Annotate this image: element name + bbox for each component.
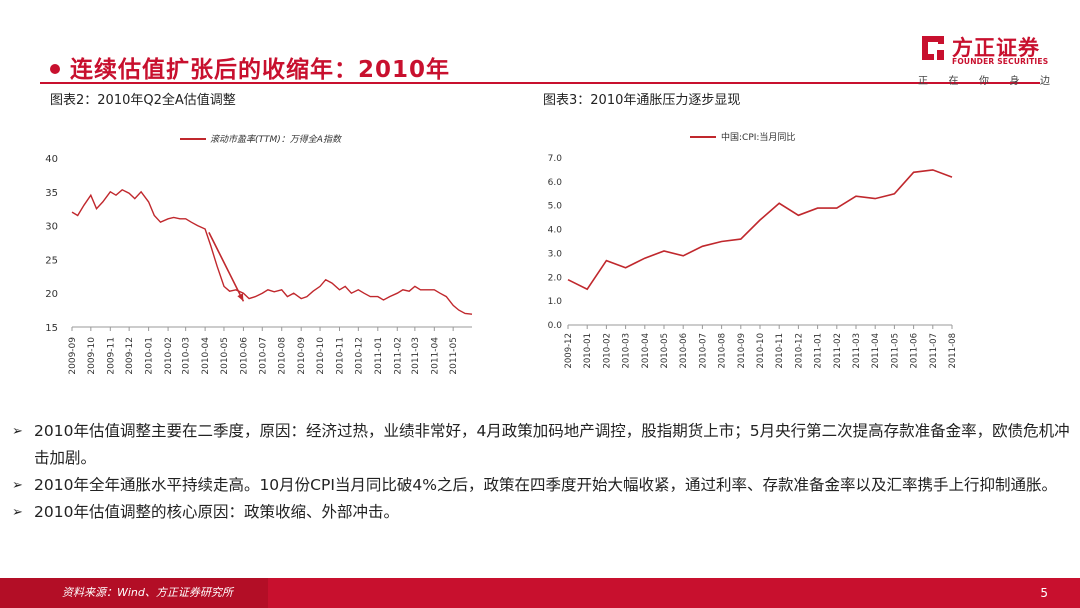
x-tick-label: 2010-09 xyxy=(297,337,307,375)
x-tick-label: 2010-01 xyxy=(583,333,593,369)
x-tick-label: 2011-02 xyxy=(393,337,403,375)
cpi-series-line xyxy=(567,169,953,291)
x-tick-label: 2010-05 xyxy=(660,333,670,369)
x-tick-label: 2010-08 xyxy=(278,337,288,375)
x-tick-label: 2010-11 xyxy=(336,337,346,375)
x-tick-label: 2010-02 xyxy=(164,337,174,375)
x-tick-label: 2010-10 xyxy=(316,337,326,375)
logo-name-cn: 方正证券 xyxy=(952,36,1040,60)
annotation-arrowhead xyxy=(237,293,244,302)
x-tick-label: 2011-01 xyxy=(374,337,384,375)
y-tick-label: 0.0 xyxy=(548,321,563,331)
y-tick-label: 30 xyxy=(45,222,58,233)
bullet-arrow-icon: ➢ xyxy=(12,478,23,493)
y-tick-label: 3.0 xyxy=(548,249,563,259)
x-tick-label: 2010-03 xyxy=(182,337,192,375)
x-tick-label: 2010-10 xyxy=(756,333,766,369)
cpi-chart: 中国:CPI:当月同比 0.0 1.0 2.0 3.0 4.0 5.0 6.0 7.0 2009-… xyxy=(548,131,958,369)
y-tick-label: 1.0 xyxy=(548,297,563,307)
x-tick-label: 2011-03 xyxy=(852,333,862,369)
x-tick-label: 2010-02 xyxy=(602,333,612,369)
x-tick-label: 2010-04 xyxy=(201,337,211,375)
slogan-char: 正 xyxy=(918,76,928,87)
x-tick-label: 2010-12 xyxy=(794,333,804,369)
x-tick-label: 2011-04 xyxy=(871,333,881,369)
x-tick-label: 2011-05 xyxy=(449,337,459,375)
bullet-text: 2010年估值调整的核心原因：政策收缩、外部冲击。 xyxy=(34,503,399,521)
x-tick-label: 2010-01 xyxy=(145,337,155,375)
bullet-text: 2010年全年通胀水平持续走高。10月份CPI当月同比破4%之后，政策在四季度开… xyxy=(34,476,1058,494)
slogan-char: 你 xyxy=(979,76,989,87)
x-tick-label: 2011-04 xyxy=(430,337,440,375)
x-tick-label: 2010-07 xyxy=(258,337,268,375)
x-tick-label: 2009-12 xyxy=(564,333,574,369)
x-tick-label: 2009-10 xyxy=(87,337,97,375)
chart1-caption: 图表2：2010年Q2全A估值调整 xyxy=(50,93,236,108)
y-tick-label: 7.0 xyxy=(548,154,563,164)
bullet-item: ➢ 2010年全年通胀水平持续走高。10月份CPI当月同比破4%之后，政策在四季… xyxy=(12,472,1072,499)
annotation-arrow xyxy=(208,232,245,302)
legend-label: 滚动市盈率(TTM)：万得全A指数 xyxy=(210,134,342,145)
x-tick-label: 2010-05 xyxy=(220,337,230,375)
x-tick-label: 2011-06 xyxy=(910,333,920,369)
title-divider xyxy=(40,82,1040,84)
x-tick-label: 2009-09 xyxy=(68,337,78,375)
pe-series-line xyxy=(71,188,473,315)
y-tick-label: 40 xyxy=(45,154,58,165)
y-tick-label: 4.0 xyxy=(548,226,563,236)
footer-bar: 资料来源：Wind、方正证券研究所 5 xyxy=(0,578,1080,608)
page-number: 5 xyxy=(1040,586,1048,600)
pe-ttm-chart: 滚动市盈率(TTM)：万得全A指数 15 20 25 30 35 40 2009-09 2009… xyxy=(45,134,473,375)
slogan-char: 边 xyxy=(1040,76,1050,87)
x-tick-label: 2011-02 xyxy=(833,333,843,369)
y-tick-label: 25 xyxy=(45,255,58,266)
slogan-char: 身 xyxy=(1009,76,1020,87)
bullet-arrow-icon: ➢ xyxy=(12,505,23,520)
chart2-caption: 图表3：2010年通胀压力逐步显现 xyxy=(543,93,741,108)
bullet-item: ➢ 2010年估值调整主要在二季度，原因：经济过热，业绩非常好，4月政策加码地产… xyxy=(12,418,1072,472)
y-tick-label: 20 xyxy=(45,289,58,300)
x-tick-label: 2010-06 xyxy=(239,337,249,375)
x-tick-label: 2010-06 xyxy=(679,333,689,369)
slide-title-text: 连续估值扩张后的收缩年：2010年 xyxy=(70,57,451,83)
x-tick-label: 2011-07 xyxy=(929,333,939,369)
x-tick-label: 2010-11 xyxy=(775,333,785,369)
x-tick-label: 2011-05 xyxy=(890,333,900,369)
bullet-arrow-icon: ➢ xyxy=(12,424,23,439)
y-tick-label: 35 xyxy=(45,188,58,199)
x-tick-label: 2010-08 xyxy=(718,333,728,369)
logo-slogan: 正 在 你 身 边 xyxy=(918,72,1050,87)
bullet-text: 2010年估值调整主要在二季度，原因：经济过热，业绩非常好，4月政策加码地产调控… xyxy=(34,422,1070,467)
x-tick-label: 2010-12 xyxy=(354,337,364,375)
bullet-list: ➢ 2010年估值调整主要在二季度，原因：经济过热，业绩非常好，4月政策加码地产… xyxy=(12,418,1072,526)
x-tick-label: 2011-03 xyxy=(411,337,421,375)
x-tick-label: 2011-08 xyxy=(948,333,958,369)
slogan-char: 在 xyxy=(948,76,959,87)
x-tick-label: 2009-12 xyxy=(125,337,135,375)
bullet-item: ➢ 2010年估值调整的核心原因：政策收缩、外部冲击。 xyxy=(12,499,1072,526)
slide-title: 连续估值扩张后的收缩年：2010年 xyxy=(50,50,450,84)
y-tick-label: 15 xyxy=(45,323,58,334)
y-tick-label: 5.0 xyxy=(548,202,563,212)
x-tick-label: 2011-01 xyxy=(814,333,824,369)
x-tick-label: 2010-04 xyxy=(641,333,651,369)
company-logo: 方正证券 FOUNDER SECURITIES 正 在 你 身 边 xyxy=(918,32,1053,90)
y-tick-label: 6.0 xyxy=(548,178,563,188)
y-tick-label: 2.0 xyxy=(548,273,563,283)
logo-name-en: FOUNDER SECURITIES xyxy=(952,57,1049,66)
title-bullet-icon xyxy=(50,63,60,74)
x-tick-label: 2009-11 xyxy=(106,337,116,375)
x-tick-label: 2010-09 xyxy=(737,333,747,369)
x-tick-label: 2010-03 xyxy=(622,333,632,369)
legend-label: 中国:CPI:当月同比 xyxy=(721,131,795,143)
founder-logo-icon xyxy=(922,36,944,60)
footer-source: 资料来源：Wind、方正证券研究所 xyxy=(0,578,268,608)
x-tick-label: 2010-07 xyxy=(698,333,708,369)
